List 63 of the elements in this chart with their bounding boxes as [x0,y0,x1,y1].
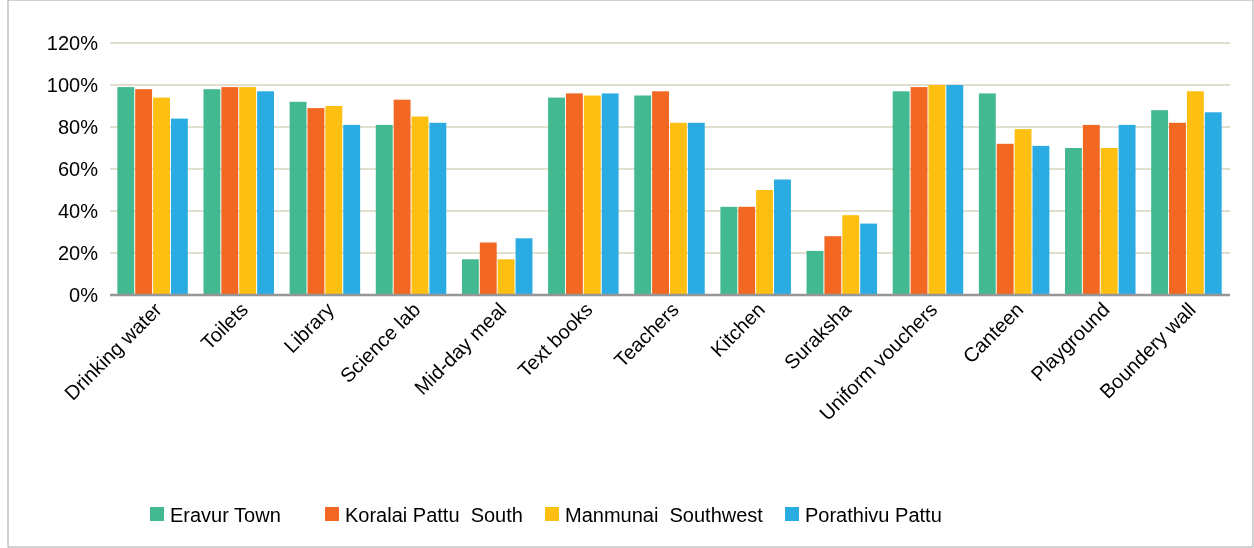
legend-label: Eravur Town [170,504,281,526]
y-tick-label: 20% [57,242,99,264]
y-tick-label: 60% [57,158,99,180]
bar [1082,124,1100,295]
bar [565,93,583,295]
bar [824,236,842,295]
bar [928,85,946,295]
bar [687,122,705,295]
bar [1065,148,1082,295]
bar [670,122,687,295]
bar [117,87,135,295]
bar [239,87,257,295]
bar [153,97,170,295]
bar [461,259,479,295]
bar [774,179,791,295]
bar [1014,129,1032,295]
bar [325,106,343,295]
bar [1151,110,1169,295]
bar [892,91,910,295]
bar [479,242,497,295]
bar [1186,91,1204,295]
bar [1100,148,1118,295]
bar [806,250,824,295]
bar [393,99,411,295]
y-tick-label: 100% [46,74,99,96]
legend-label: Koralai Pattu South [345,504,523,526]
bar [135,89,153,295]
bar [375,124,393,295]
bar [548,97,565,295]
bar [842,215,860,295]
bar [910,87,928,295]
bar [170,118,188,295]
legend-label: Manmunai Southwest [565,504,764,526]
bar [343,124,361,295]
bar [1169,122,1186,295]
bar [307,108,325,295]
y-tick-label: 0% [69,284,99,306]
bar [203,89,221,295]
bar [515,238,533,295]
bar [738,206,756,295]
bar [583,95,601,295]
bar [257,91,274,295]
bar [946,85,964,295]
bar [1032,145,1050,295]
y-tick-label: 120% [46,32,99,54]
bar [634,95,652,295]
bar [720,206,738,295]
bar [860,223,878,295]
bar [497,259,515,295]
y-tick-label: 80% [57,116,99,138]
y-tick-label: 40% [57,200,99,222]
bar [289,101,307,295]
bar [1118,124,1136,295]
legend-label: Porathivu Pattu [805,504,942,526]
bar [601,93,619,295]
bar [652,91,669,295]
bar [996,143,1014,295]
bar [221,87,239,295]
bar [1204,112,1222,295]
bar [429,122,447,295]
bar [411,116,429,295]
bar [756,190,774,295]
bar [978,93,996,295]
